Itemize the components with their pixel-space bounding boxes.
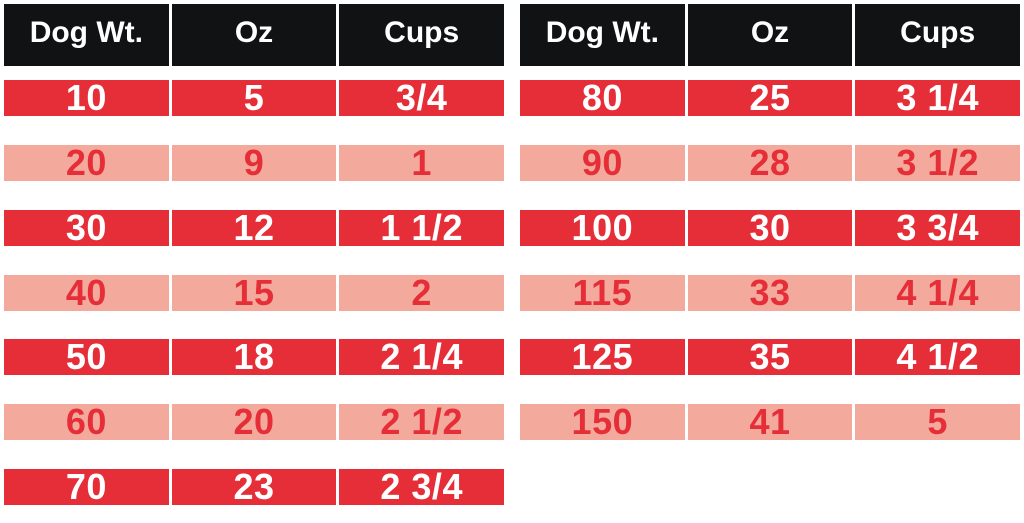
table-row: 115 33 4 1/4 — [520, 260, 1020, 325]
table-row: 100 30 3 3/4 — [520, 195, 1020, 260]
feeding-tables: Dog Wt. Oz Cups 10 5 3/4 20 9 1 30 12 1 … — [0, 0, 1024, 523]
cell-oz: 15 — [169, 275, 337, 311]
table-header: Dog Wt. Oz Cups — [520, 4, 1020, 66]
table-header: Dog Wt. Oz Cups — [4, 4, 504, 66]
cell-cups: 4 1/4 — [852, 275, 1020, 311]
table-row: 10 5 3/4 — [4, 66, 504, 131]
table-row: 90 28 3 1/2 — [520, 131, 1020, 196]
table-row: 70 23 2 3/4 — [4, 454, 504, 519]
cell-cups: 2 3/4 — [336, 469, 504, 505]
cell-weight: 40 — [4, 275, 169, 311]
feeding-table-right: Dog Wt. Oz Cups 80 25 3 1/4 90 28 3 1/2 … — [520, 4, 1020, 519]
cell-oz: 18 — [169, 339, 337, 375]
cell-oz: 23 — [169, 469, 337, 505]
table-row: 150 41 5 — [520, 390, 1020, 455]
cell-weight: 60 — [4, 404, 169, 440]
cell-oz: 25 — [685, 80, 853, 116]
cell-weight: 115 — [520, 275, 685, 311]
col-header-oz: Oz — [685, 4, 853, 66]
cell-oz: 12 — [169, 210, 337, 246]
cell-oz: 20 — [169, 404, 337, 440]
table-row: 125 35 4 1/2 — [520, 325, 1020, 390]
cell-weight: 20 — [4, 145, 169, 181]
table-row: 60 20 2 1/2 — [4, 390, 504, 455]
table-row: 40 15 2 — [4, 260, 504, 325]
cell-cups: 1 — [336, 145, 504, 181]
table-row: 80 25 3 1/4 — [520, 66, 1020, 131]
cell-weight: 70 — [4, 469, 169, 505]
cell-cups: 4 1/2 — [852, 339, 1020, 375]
cell-cups: 3 3/4 — [852, 210, 1020, 246]
cell-cups: 3 1/4 — [852, 80, 1020, 116]
cell-weight: 150 — [520, 404, 685, 440]
cell-oz: 9 — [169, 145, 337, 181]
table-row — [520, 454, 1020, 519]
cell-cups: 1 1/2 — [336, 210, 504, 246]
table-row: 30 12 1 1/2 — [4, 195, 504, 260]
col-header-weight: Dog Wt. — [520, 4, 685, 66]
table-row: 50 18 2 1/4 — [4, 325, 504, 390]
cell-weight: 10 — [4, 80, 169, 116]
cell-cups: 3/4 — [336, 80, 504, 116]
cell-oz: 41 — [685, 404, 853, 440]
table-row: 20 9 1 — [4, 131, 504, 196]
cell-oz: 28 — [685, 145, 853, 181]
cell-weight: 90 — [520, 145, 685, 181]
cell-cups: 2 — [336, 275, 504, 311]
cell-cups: 3 1/2 — [852, 145, 1020, 181]
col-header-cups: Cups — [336, 4, 504, 66]
cell-oz: 30 — [685, 210, 853, 246]
cell-weight: 50 — [4, 339, 169, 375]
cell-oz: 33 — [685, 275, 853, 311]
feeding-table-left: Dog Wt. Oz Cups 10 5 3/4 20 9 1 30 12 1 … — [4, 4, 504, 519]
cell-oz: 5 — [169, 80, 337, 116]
cell-weight: 30 — [4, 210, 169, 246]
cell-weight: 125 — [520, 339, 685, 375]
cell-cups: 5 — [852, 404, 1020, 440]
cell-weight: 80 — [520, 80, 685, 116]
cell-weight: 100 — [520, 210, 685, 246]
col-header-cups: Cups — [852, 4, 1020, 66]
cell-cups: 2 1/2 — [336, 404, 504, 440]
col-header-oz: Oz — [169, 4, 337, 66]
col-header-weight: Dog Wt. — [4, 4, 169, 66]
cell-oz: 35 — [685, 339, 853, 375]
cell-cups: 2 1/4 — [336, 339, 504, 375]
